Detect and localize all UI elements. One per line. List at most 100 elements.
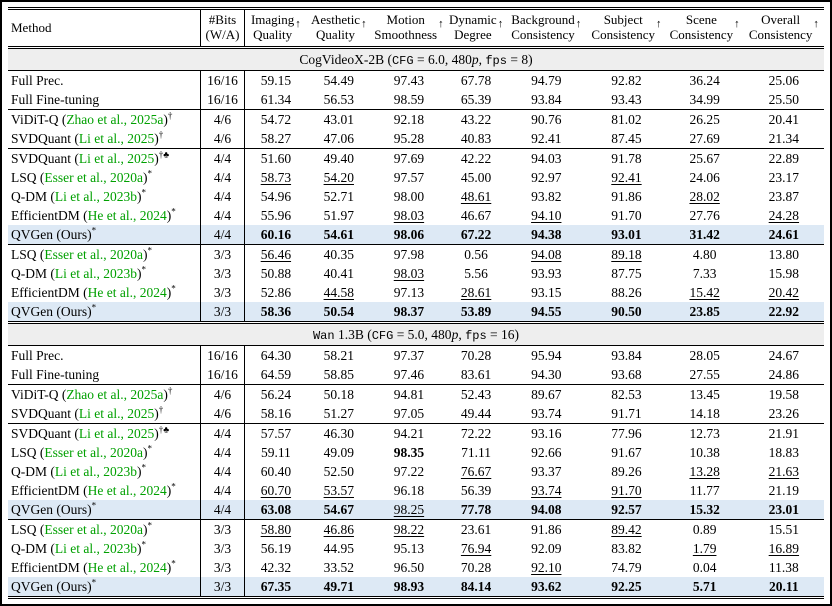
value-cell: 10.38	[666, 443, 744, 462]
value-cell: 45.00	[447, 168, 505, 187]
metric-value: 91.86	[531, 521, 562, 537]
metric-value: 24.06	[689, 169, 720, 185]
citation-link[interactable]: Zhao et al., 2025a	[66, 386, 164, 402]
metric-value: 93.68	[611, 366, 642, 382]
value-cell: 60.16	[244, 225, 307, 245]
column-header--bits-w-a-: #Bits (W/A)	[200, 7, 246, 48]
table-row: Q-DM (Li et al., 2023b)* 3/3 56.19 44.95 95.…	[8, 539, 824, 558]
value-cell: 11.38	[744, 558, 824, 577]
metric-value: 58.36	[260, 303, 292, 319]
citation-link[interactable]: Li et al., 2023b	[54, 265, 137, 281]
bits-cell: 3/3	[200, 577, 246, 599]
metric-value: 27.76	[689, 207, 720, 223]
citation-link[interactable]: Li et al., 2025	[78, 130, 155, 146]
metric-value: 5.56	[464, 265, 488, 281]
method-cell: LSQ (Esser et al., 2020a)*	[8, 443, 201, 462]
value-cell: 28.02	[666, 187, 744, 206]
method-cell: SVDQuant (Li et al., 2025)†♣	[8, 423, 201, 443]
metric-value: 97.05	[393, 405, 425, 421]
bits-cell: 4/4	[200, 206, 246, 225]
value-cell: 51.97	[307, 206, 371, 225]
method-superscript-marker: †	[158, 404, 164, 414]
column-header-label: Imaging Quality	[250, 12, 295, 42]
metric-value: 93.16	[531, 425, 562, 441]
metric-value: 77.78	[460, 501, 492, 517]
section-header: CogVideoX-2B (CFG = 6.0, 480p, fps = 8)	[8, 46, 824, 71]
citation-link[interactable]: Li et al., 2025	[78, 150, 155, 166]
citation-link[interactable]: Esser et al., 2020a	[44, 169, 143, 185]
value-cell: 21.91	[743, 423, 824, 443]
value-cell: 53.57	[307, 481, 371, 500]
table-row: Full Prec. 16/16 64.30 58.21 97.37 70.28 95.94…	[8, 345, 824, 365]
value-cell: 56.46	[244, 244, 307, 264]
value-cell: 98.03	[371, 206, 447, 225]
value-cell: 23.87	[744, 187, 824, 206]
value-cell: 92.97	[505, 168, 587, 187]
citation-link[interactable]: Li et al., 2023b	[54, 188, 137, 204]
method-cell: Q-DM (Li et al., 2023b)*	[8, 187, 201, 206]
value-cell: 70.28	[447, 345, 506, 365]
citation-link[interactable]: He et al., 2024	[87, 559, 167, 575]
metric-value: 70.28	[460, 347, 492, 363]
citation-link[interactable]: He et al., 2024	[87, 207, 167, 223]
metric-value: 54.61	[323, 226, 354, 242]
metric-value: 54.20	[323, 169, 354, 185]
citation-link[interactable]: Esser et al., 2020a	[44, 521, 143, 537]
citation-link[interactable]: Esser et al., 2020a	[44, 444, 143, 460]
value-cell: 44.95	[307, 539, 371, 558]
value-cell: 92.18	[370, 109, 448, 129]
metric-value: 15.42	[689, 284, 720, 300]
value-cell: 49.09	[307, 443, 371, 462]
metric-value: 40.35	[323, 246, 354, 262]
value-cell: 67.22	[447, 225, 506, 245]
method-cell: QVGen (Ours)*	[8, 500, 201, 520]
section-title-segment: fps	[465, 328, 487, 343]
metric-value: 91.70	[611, 482, 642, 498]
value-cell: 77.78	[447, 500, 506, 520]
citation-link[interactable]: He et al., 2024	[87, 284, 167, 300]
bits-cell: 3/3	[200, 283, 246, 302]
metric-value: 76.94	[460, 540, 492, 556]
up-arrow-icon: ↑	[734, 17, 740, 30]
citation-link[interactable]: Li et al., 2025	[78, 425, 155, 441]
citation-link[interactable]: Zhao et al., 2025a	[66, 111, 164, 127]
citation-link[interactable]: Li et al., 2023b	[54, 463, 137, 479]
metric-value: 92.41	[611, 169, 642, 185]
table-row: Q-DM (Li et al., 2023b)* 3/3 50.88 40.41 98.…	[8, 264, 824, 283]
bits-cell: 4/4	[200, 168, 246, 187]
section-header-row: CogVideoX-2B (CFG = 6.0, 480p, fps = 8)	[8, 46, 824, 71]
metric-value: 95.28	[393, 130, 425, 146]
value-cell: 5.56	[447, 264, 505, 283]
metric-value: 22.89	[768, 150, 800, 166]
column-header-label: Background Consistency	[511, 12, 575, 42]
value-cell: 53.89	[447, 302, 506, 323]
bits-cell: 4/4	[200, 500, 246, 520]
value-cell: 54.96	[245, 187, 307, 206]
value-cell: 22.92	[743, 302, 824, 323]
value-cell: 59.11	[245, 443, 307, 462]
metric-value: 52.50	[323, 463, 354, 479]
metric-value: 23.17	[768, 169, 800, 185]
citation-link[interactable]: He et al., 2024	[87, 482, 167, 498]
value-cell: 18.83	[744, 443, 824, 462]
value-cell: 98.37	[370, 302, 448, 323]
metric-value: 53.89	[460, 303, 492, 319]
value-cell: 71.11	[447, 443, 505, 462]
value-cell: 50.88	[245, 264, 307, 283]
value-cell: 92.66	[505, 443, 587, 462]
column-header-aesthetic-quality: Aesthetic Quality ↑	[306, 7, 371, 48]
value-cell: 77.96	[587, 423, 666, 443]
metric-value: 76.67	[460, 463, 492, 479]
value-cell: 89.42	[587, 519, 666, 539]
metric-value: 93.74	[531, 482, 562, 498]
citation-link[interactable]: Esser et al., 2020a	[44, 246, 143, 262]
metric-value: 93.84	[531, 91, 562, 107]
value-cell: 52.50	[307, 462, 371, 481]
citation-link[interactable]: Li et al., 2025	[78, 405, 155, 421]
metric-value: 56.19	[260, 540, 292, 556]
column-header-label: Dynamic Degree	[449, 12, 497, 42]
citation-link[interactable]: Li et al., 2023b	[54, 540, 137, 556]
table-row: EfficientDM (He et al., 2024)* 3/3 52.86 44…	[8, 283, 824, 302]
value-cell: 93.15	[505, 283, 587, 302]
metric-value: 98.35	[393, 444, 425, 460]
